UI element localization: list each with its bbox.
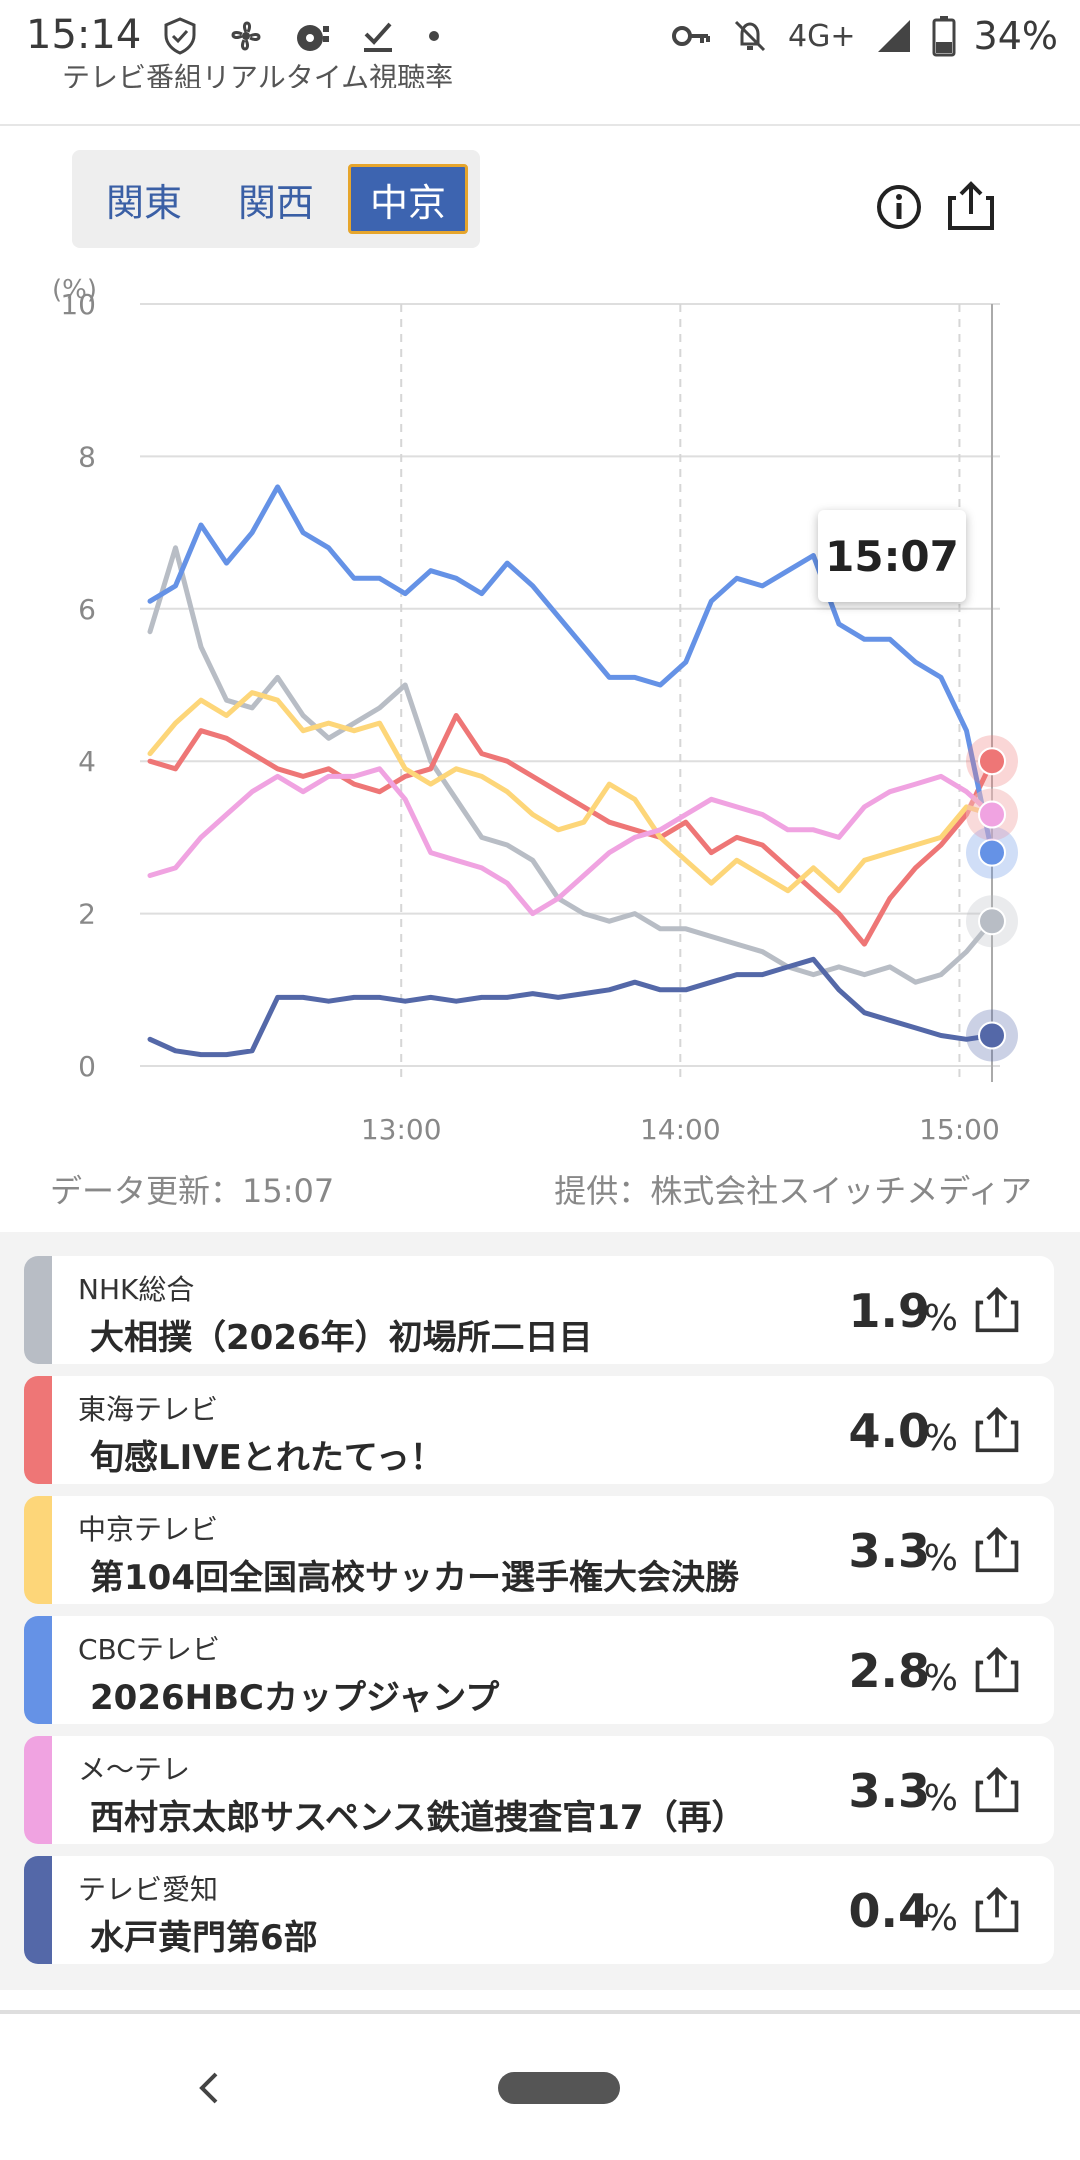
- info-icon[interactable]: [876, 184, 922, 230]
- dot-icon: [429, 31, 439, 41]
- y-tick-label: 8: [78, 440, 96, 473]
- end-marker: [978, 838, 1006, 867]
- y-tick-label: 0: [78, 1050, 96, 1083]
- download-done-icon: [364, 22, 392, 52]
- y-tick-label: 10: [60, 288, 96, 321]
- station-color-bar: [24, 1856, 52, 1964]
- share-icon[interactable]: [972, 1644, 1022, 1694]
- share-icon[interactable]: [972, 1884, 1022, 1934]
- share-icon[interactable]: [972, 1284, 1022, 1334]
- y-axis-unit: (%): [52, 275, 97, 305]
- station-name: NHK総合: [78, 1273, 195, 1306]
- tab-kansai[interactable]: 関西: [237, 180, 314, 225]
- bell-off-icon: [734, 20, 766, 52]
- status-time: 15:14: [26, 12, 142, 58]
- program-rating: 0.4: [848, 1884, 931, 1938]
- time-tooltip: 15:07: [818, 510, 966, 602]
- program-title: 西村京太郎サスペンス鉄道捜査官17（再）: [90, 1798, 746, 1838]
- program-title: 第104回全国高校サッカー選手権大会決勝: [90, 1558, 739, 1598]
- program-title: 大相撲（2026年）初場所二日目: [90, 1318, 593, 1358]
- series-line: [147, 690, 995, 894]
- program-card-cbc[interactable]: CBCテレビ 2026HBCカップジャンプ 2.8 %: [24, 1616, 1054, 1724]
- station-name: テレビ愛知: [78, 1873, 219, 1906]
- page-header-title: テレビ番組リアルタイム視聴率: [62, 61, 454, 88]
- y-tick-label: 4: [78, 745, 96, 778]
- data-provider: 提供：株式会社スイッチメディア: [554, 1172, 1032, 1210]
- share-icon[interactable]: [972, 1524, 1022, 1574]
- series-line: [147, 956, 995, 1058]
- chart-end-markers: [966, 735, 1018, 1062]
- fan-icon: [231, 21, 261, 51]
- series-line: [147, 766, 995, 917]
- station-color-bar: [24, 1496, 52, 1604]
- program-card-tokai[interactable]: 東海テレビ 旬感LIVEとれたてっ！ 4.0 %: [24, 1376, 1054, 1484]
- system-icons: 4G+ 34%: [670, 12, 1058, 60]
- chart-grid: [140, 303, 1000, 1082]
- station-name: 東海テレビ: [78, 1393, 219, 1426]
- program-card-metele[interactable]: メ～テレ 西村京太郎サスペンス鉄道捜査官17（再） 3.3 %: [24, 1736, 1054, 1844]
- station-color-bar: [24, 1616, 52, 1724]
- rating-unit: %: [923, 1418, 958, 1459]
- tab-chukyo[interactable]: 中京: [348, 164, 468, 234]
- battery-percentage: 34%: [973, 14, 1058, 58]
- series-line: [147, 484, 995, 856]
- data-updated: データ更新：15:07: [50, 1172, 335, 1210]
- chart-canvas: (%) 0 2 4 6 8 10 13:00 14:00 15:00: [52, 275, 1018, 1146]
- media-icon: [297, 25, 329, 51]
- y-tick-label: 6: [78, 593, 96, 626]
- program-card-nhk[interactable]: NHK総合 大相撲（2026年）初場所二日目 1.9 %: [24, 1256, 1054, 1364]
- program-title: 旬感LIVEとれたてっ！: [90, 1438, 444, 1478]
- end-marker: [978, 747, 1006, 776]
- program-rating: 4.0: [848, 1404, 931, 1458]
- series-line: [147, 713, 995, 947]
- status-bar: 15:14 4G+ 34%: [0, 0, 1080, 72]
- region-tabs: 関東 関西 中京: [72, 150, 480, 248]
- station-name: CBCテレビ: [78, 1633, 220, 1666]
- rating-unit: %: [923, 1298, 958, 1339]
- rating-unit: %: [923, 1778, 958, 1819]
- program-title: 2026HBCカップジャンプ: [90, 1678, 500, 1718]
- share-icon[interactable]: [944, 178, 998, 232]
- end-marker: [978, 907, 1006, 936]
- x-tick-label: 15:00: [919, 1113, 1000, 1146]
- x-tick-label: 13:00: [361, 1113, 442, 1146]
- program-rating: 1.9: [848, 1284, 931, 1338]
- rating-unit: %: [923, 1658, 958, 1699]
- share-icon[interactable]: [972, 1404, 1022, 1454]
- program-card-tv-aichi[interactable]: テレビ愛知 水戸黄門第6部 0.4 %: [24, 1856, 1054, 1964]
- series-line: [147, 545, 995, 985]
- station-name: メ～テレ: [78, 1753, 191, 1786]
- key-icon: [672, 26, 711, 46]
- tab-kanto[interactable]: 関東: [105, 180, 182, 225]
- shield-check-icon: [164, 17, 196, 55]
- program-list: NHK総合 大相撲（2026年）初場所二日目 1.9 % 東海テレビ 旬感LIV…: [0, 1232, 1080, 1990]
- program-title: 水戸黄門第6部: [90, 1918, 318, 1958]
- chart-series: [147, 484, 995, 1058]
- station-color-bar: [24, 1376, 52, 1484]
- back-icon[interactable]: [190, 2068, 226, 2108]
- bottom-divider: [0, 2010, 1080, 2014]
- signal-icon: [877, 20, 910, 52]
- rating-unit: %: [923, 1538, 958, 1579]
- end-marker: [978, 800, 1006, 829]
- chart-axes: (%) 0 2 4 6 8 10 13:00 14:00 15:00: [52, 275, 1000, 1146]
- notification-icons: [160, 14, 444, 58]
- program-rating: 3.3: [848, 1524, 931, 1578]
- ratings-chart: (%) 0 2 4 6 8 10 13:00 14:00 15:00 15:07: [0, 260, 1080, 1160]
- program-rating: 3.3: [848, 1764, 931, 1818]
- y-tick-label: 2: [78, 898, 96, 931]
- header-divider: [0, 124, 1080, 126]
- station-color-bar: [24, 1256, 52, 1364]
- home-pill[interactable]: [498, 2072, 620, 2104]
- battery-icon: [932, 16, 956, 57]
- x-tick-label: 14:00: [640, 1113, 721, 1146]
- program-card-chukyo[interactable]: 中京テレビ 第104回全国高校サッカー選手権大会決勝 3.3 %: [24, 1496, 1054, 1604]
- end-marker: [978, 1021, 1006, 1050]
- network-label: 4G+: [788, 18, 856, 54]
- station-color-bar: [24, 1736, 52, 1844]
- program-rating: 2.8: [848, 1644, 931, 1698]
- station-name: 中京テレビ: [78, 1513, 219, 1546]
- rating-unit: %: [923, 1898, 958, 1939]
- share-icon[interactable]: [972, 1764, 1022, 1814]
